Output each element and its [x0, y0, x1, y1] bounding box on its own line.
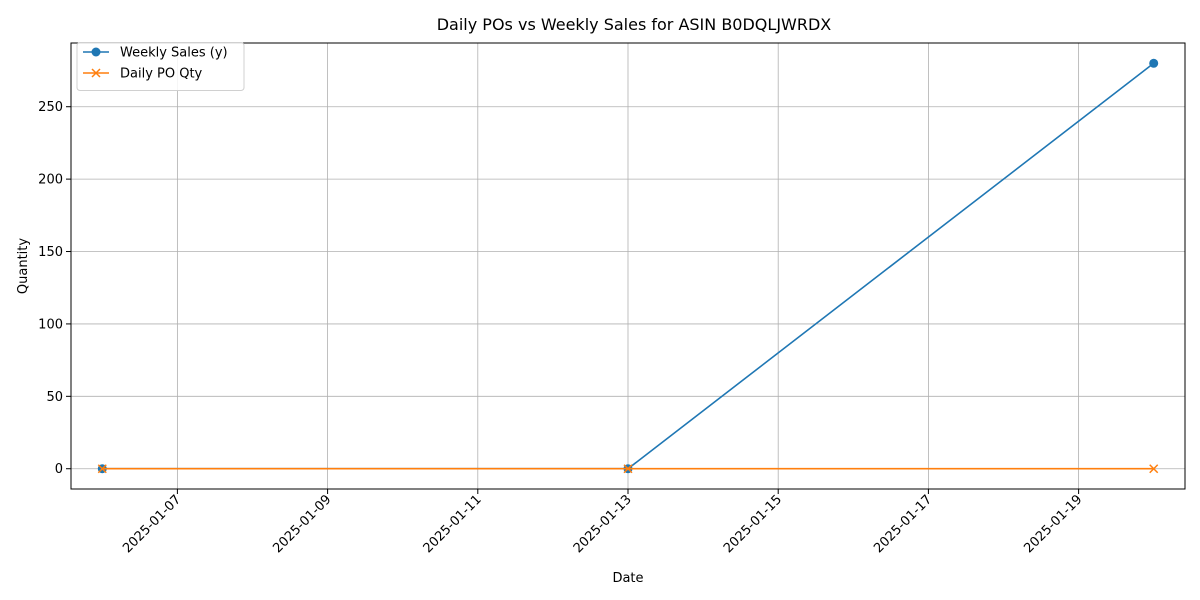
marker-stroke — [91, 68, 101, 78]
y-tick-label: 200 — [38, 173, 63, 188]
x-axis-label: Date — [612, 571, 643, 586]
legend-box — [76, 42, 245, 91]
y-tick-label: 100 — [38, 317, 63, 332]
y-tick-label: 50 — [46, 390, 63, 405]
chart-title: Daily POs vs Weekly Sales for ASIN B0DQL… — [437, 15, 832, 34]
y-tick-label: 150 — [38, 245, 63, 260]
y-tick-label: 250 — [38, 100, 63, 115]
legend-item-1: Weekly Sales (y) — [83, 46, 228, 61]
legend: Weekly Sales (y) Daily PO Qty — [76, 42, 245, 91]
legend-marker — [91, 47, 101, 57]
data-point — [97, 464, 107, 474]
series-layer — [97, 58, 1159, 474]
series-2 — [97, 464, 1159, 474]
y-tick-label: 0 — [55, 462, 63, 477]
data-point — [1149, 464, 1159, 474]
legend-label: Weekly Sales (y) — [120, 46, 228, 61]
legend-marker — [91, 68, 101, 78]
legend-label: Daily PO Qty — [120, 67, 203, 82]
marker-stroke — [1149, 464, 1159, 474]
marker-stroke — [623, 464, 633, 474]
data-point — [1149, 58, 1159, 68]
marker-stroke — [97, 464, 107, 474]
data-point — [623, 464, 633, 474]
legend-item-2: Daily PO Qty — [83, 67, 203, 82]
y-axis-label: Quantity — [16, 238, 31, 294]
